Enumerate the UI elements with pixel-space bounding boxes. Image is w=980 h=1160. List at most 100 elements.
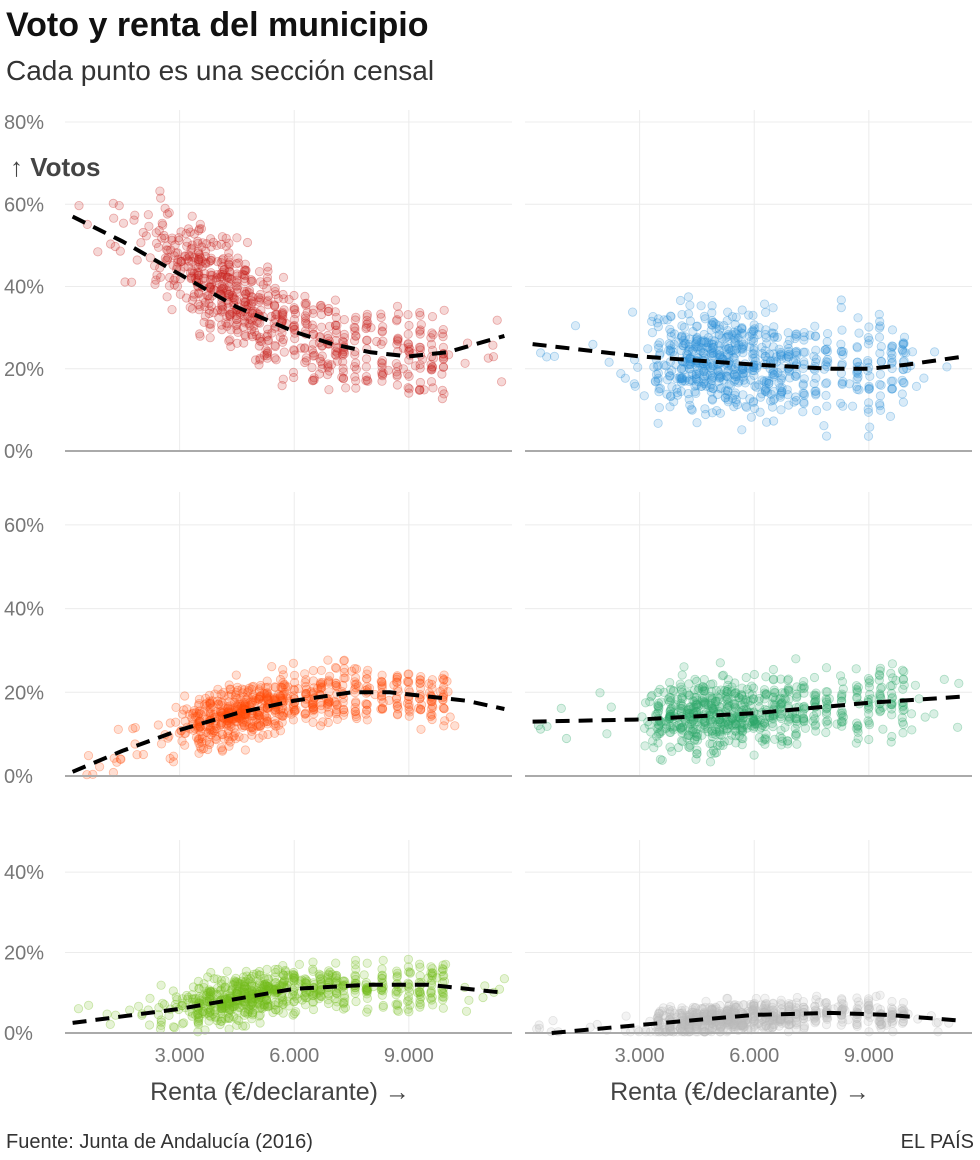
data-point — [221, 318, 231, 328]
points-partido-5 — [73, 954, 509, 1037]
data-point — [176, 256, 186, 267]
data-point — [244, 319, 254, 329]
data-point — [177, 736, 187, 746]
data-point — [199, 317, 209, 327]
data-point — [331, 312, 341, 322]
data-point — [221, 241, 231, 251]
data-point — [768, 664, 779, 675]
data-point — [187, 240, 197, 250]
data-point — [570, 321, 581, 331]
data-point — [647, 690, 657, 701]
data-point — [233, 281, 243, 291]
data-point — [208, 237, 218, 247]
data-point — [218, 304, 228, 314]
data-point — [288, 367, 299, 377]
data-point — [339, 329, 349, 339]
data-point — [167, 304, 177, 315]
data-point — [229, 294, 240, 305]
data-point — [200, 269, 210, 279]
data-point — [225, 335, 235, 345]
data-point — [308, 351, 318, 361]
data-point — [168, 986, 178, 996]
data-point — [730, 699, 740, 709]
data-point — [415, 678, 425, 689]
data-point — [847, 401, 858, 411]
data-point — [181, 293, 191, 303]
data-point — [338, 367, 348, 377]
data-point — [308, 308, 318, 318]
data-point — [277, 328, 287, 338]
data-point — [705, 717, 716, 727]
data-point — [187, 256, 197, 267]
data-point — [337, 348, 347, 359]
data-point — [309, 373, 319, 383]
y-axis-label: ↑ Votos — [10, 152, 101, 182]
data-point — [228, 293, 238, 303]
data-point — [698, 1022, 708, 1032]
data-point — [307, 700, 317, 710]
data-point — [748, 396, 759, 406]
data-point — [685, 300, 695, 310]
data-point — [788, 356, 799, 366]
data-point — [415, 705, 426, 715]
data-point — [239, 1007, 250, 1017]
data-point — [195, 252, 205, 262]
data-point — [198, 293, 208, 303]
data-point — [341, 383, 351, 393]
data-point — [403, 310, 413, 320]
data-point — [270, 301, 280, 311]
data-point — [764, 378, 774, 389]
data-point — [248, 297, 258, 307]
data-point — [322, 369, 333, 380]
panel-partido-1: 0% 20% 40% 60% 80% — [4, 110, 512, 463]
data-point — [278, 314, 288, 324]
data-point — [239, 286, 249, 296]
data-point — [183, 262, 193, 272]
data-point — [864, 734, 874, 745]
data-point — [308, 305, 318, 315]
data-point — [290, 304, 300, 315]
data-point — [324, 303, 334, 314]
data-point — [863, 716, 873, 726]
data-point — [106, 239, 116, 249]
data-point — [181, 229, 191, 239]
data-point — [639, 391, 649, 401]
data-point — [338, 350, 348, 360]
data-point — [162, 245, 172, 255]
data-point — [231, 281, 241, 291]
data-point — [714, 376, 724, 386]
data-point — [737, 722, 747, 733]
data-point — [232, 314, 242, 324]
data-point — [323, 330, 333, 340]
data-point — [648, 311, 658, 322]
data-point — [898, 684, 908, 694]
data-point — [162, 292, 172, 302]
data-point — [240, 259, 250, 269]
data-point — [151, 228, 161, 238]
data-point — [835, 398, 846, 408]
data-point — [808, 716, 818, 726]
data-point — [350, 974, 361, 985]
data-point — [245, 314, 255, 325]
data-point — [172, 281, 183, 291]
data-point — [699, 337, 709, 348]
data-point — [627, 307, 638, 317]
data-point — [415, 971, 425, 981]
data-point — [112, 757, 122, 767]
data-point — [791, 654, 801, 664]
data-point — [809, 672, 820, 683]
x-tick-label: 9.000 — [844, 1045, 894, 1067]
data-point — [404, 711, 414, 721]
data-point — [888, 376, 898, 386]
data-point — [254, 297, 264, 307]
data-point — [410, 361, 420, 371]
data-point — [118, 218, 129, 228]
data-point — [195, 329, 205, 339]
data-point — [317, 363, 327, 373]
data-point — [405, 967, 415, 977]
data-point — [891, 675, 901, 686]
x-tick-label: 3.000 — [155, 1045, 205, 1067]
data-point — [376, 704, 386, 714]
data-point — [157, 233, 167, 243]
